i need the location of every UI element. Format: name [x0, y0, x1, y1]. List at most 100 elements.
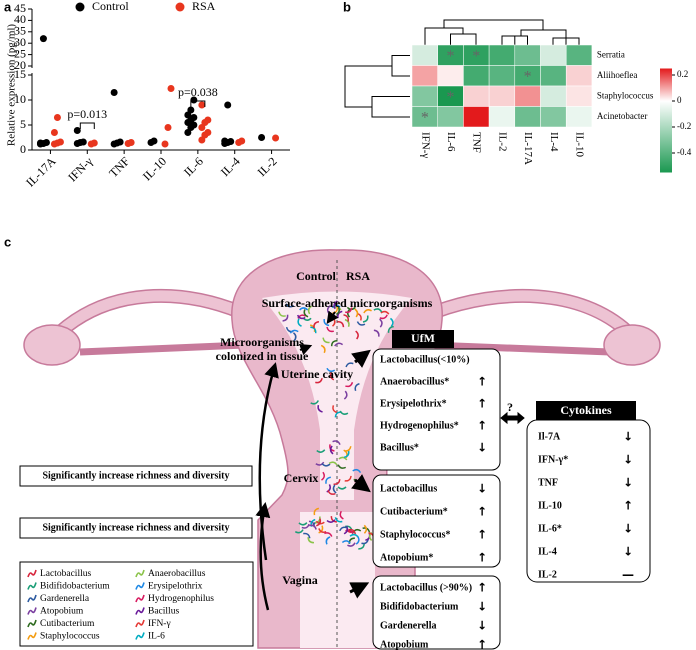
ligament [79, 341, 246, 356]
data-point [161, 140, 169, 148]
microbe [294, 529, 304, 534]
x-tick-label: TNF [106, 154, 132, 180]
microbe [316, 518, 322, 527]
trend-arrow: ↑ [477, 638, 487, 650]
microbe [293, 332, 297, 342]
legend-label: Erysipelothrix [148, 582, 203, 592]
trend-arrow: ↑ [477, 397, 487, 411]
data-point [187, 106, 195, 114]
legend-swatch [135, 569, 145, 578]
microbe [326, 484, 331, 493]
uterine-cavity [262, 291, 412, 500]
legend-label: Bidifidobacterium [40, 581, 110, 592]
microbe [310, 400, 319, 405]
question-mark: ? [507, 400, 513, 414]
taxon-label: Lactobacillus(<10%) [380, 354, 470, 365]
note: Significantly increase richness and dive… [42, 470, 229, 481]
microbe [343, 390, 348, 400]
colorbar-label: -0.4 [677, 147, 692, 157]
data-point [56, 138, 64, 146]
microbe [347, 542, 356, 547]
microbe [345, 307, 353, 314]
microbe [278, 311, 286, 317]
trend-arrow: ↓ [623, 430, 633, 444]
taxon-label: Lactobacillus [380, 483, 437, 494]
trend-arrow: ↓ [477, 619, 487, 633]
microbe [332, 484, 337, 494]
p-value: p=0.013 [67, 107, 107, 121]
heatmap-cell [411, 85, 438, 107]
x-tick-label: IL-2 [255, 154, 280, 179]
trend-arrow: ↑ [477, 528, 487, 542]
microbe [307, 537, 315, 544]
significance-star: * [472, 48, 480, 65]
microbe [326, 326, 334, 333]
microbe [337, 486, 347, 490]
microbe [285, 303, 295, 308]
y-tick-label: 45 [14, 1, 26, 15]
trend-arrow: ↓ [623, 522, 633, 536]
significance-star: * [447, 89, 455, 106]
microbe [333, 479, 341, 485]
double-arrow [500, 411, 525, 425]
y-tick-label: 15 [14, 67, 26, 81]
p-value: p=0.038 [178, 85, 218, 99]
data-point [204, 116, 212, 124]
microbe [380, 310, 390, 315]
ufm-header [392, 330, 454, 348]
microbe [297, 314, 306, 319]
microbe [326, 519, 336, 523]
microbe [349, 533, 359, 538]
microbe [354, 383, 360, 392]
legend-swatch [27, 632, 37, 640]
microbe [297, 318, 302, 327]
ufm-box [372, 348, 501, 471]
heatmap-cell [514, 85, 541, 107]
tube [433, 290, 632, 337]
column-label: IL-6 [445, 132, 457, 152]
legend-label: IFN-γ [148, 619, 171, 629]
legend-marker [175, 2, 185, 12]
microbe [345, 381, 354, 388]
significance-star: * [421, 109, 429, 126]
heatmap-cell [463, 85, 490, 107]
panel-label: a [4, 0, 12, 14]
bracket [190, 100, 206, 107]
microbe [344, 318, 350, 328]
microbe [296, 314, 306, 320]
column-dendrogram [424, 19, 580, 45]
heatmap-cell [411, 65, 438, 87]
taxon-label: Bidifidobacterium [380, 601, 459, 612]
microbe [282, 314, 289, 322]
legend-label: Control [92, 0, 129, 13]
microbe [318, 528, 327, 533]
heatmap-cell [540, 65, 567, 87]
microbe [315, 378, 323, 384]
heatmap-cell [565, 106, 593, 128]
arrow [298, 343, 313, 356]
heatmap-cell [565, 44, 593, 66]
heatmap-cell [565, 85, 593, 107]
data-point [190, 114, 198, 121]
legend-label: Bacillus [148, 607, 179, 617]
heatmap-cell [463, 106, 490, 128]
microbe [324, 532, 333, 537]
microbe [355, 535, 360, 545]
microbe [321, 471, 325, 481]
microbe [326, 367, 336, 372]
data-point [36, 139, 44, 147]
x-tick-label: IL-10 [140, 154, 169, 183]
y-tick-label: 35 [14, 24, 26, 38]
taxon-label: Staphylococcus* [380, 529, 451, 540]
trend-arrow: ↑ [477, 581, 487, 595]
significance-star: * [524, 68, 532, 85]
legend-swatch [135, 582, 145, 590]
trend-arrow: ↑ [477, 505, 487, 519]
microbe [313, 321, 320, 329]
microbe [373, 308, 383, 313]
microbe [334, 517, 343, 523]
colorbar-label: 0 [677, 95, 682, 105]
data-point [42, 139, 50, 146]
